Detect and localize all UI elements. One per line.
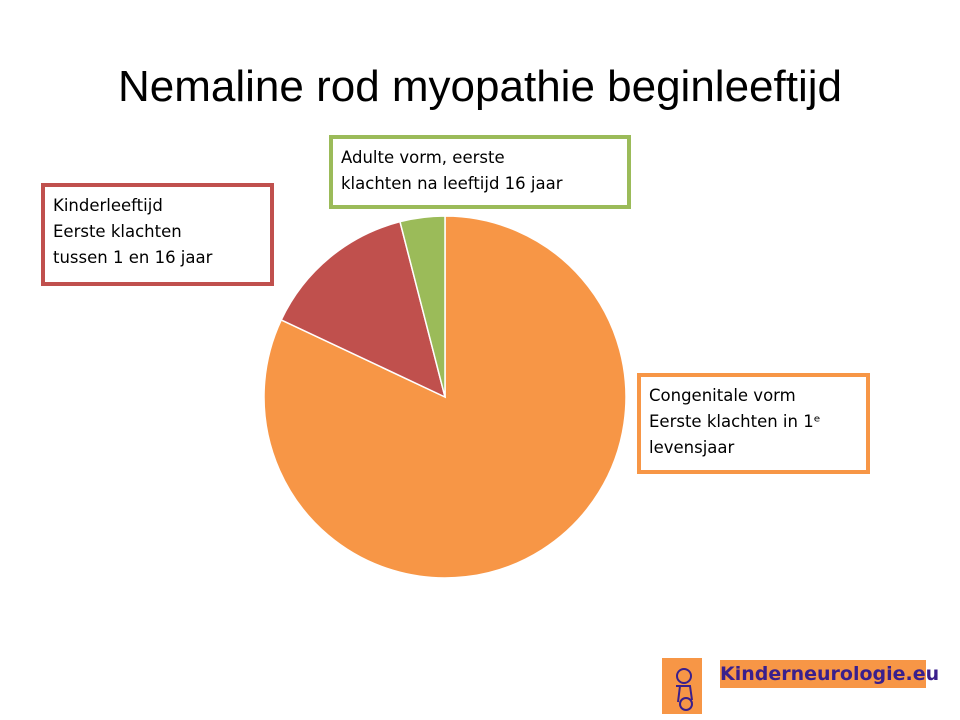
logo-text: Kinderneurologie.eu — [720, 660, 939, 688]
pie-slice — [280, 220, 447, 399]
chart-title: Nemaline rod myopathie beginleeftijd — [118, 62, 842, 111]
logo-icon — [662, 658, 702, 714]
slice-label: Adulte vorm, eerste klachten na leeftijd… — [329, 135, 631, 209]
slice-label: Congenitale vorm Eerste klachten in 1ᵉ l… — [637, 373, 870, 474]
slice-label: Kinderleeftijd Eerste klachten tussen 1 … — [41, 183, 274, 286]
pie-slice — [399, 215, 446, 398]
